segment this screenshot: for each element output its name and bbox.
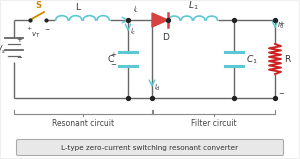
- Text: −: −: [110, 62, 116, 68]
- Text: −: −: [44, 26, 50, 31]
- Text: $V_s$: $V_s$: [0, 44, 6, 56]
- Text: L: L: [75, 3, 80, 12]
- Text: $L_1$: $L_1$: [188, 0, 198, 12]
- Text: $i_d$: $i_d$: [154, 83, 161, 93]
- Text: L-type zero-current switching resonant converter: L-type zero-current switching resonant c…: [61, 145, 239, 151]
- Text: D: D: [163, 33, 170, 42]
- Text: −: −: [278, 91, 284, 97]
- Polygon shape: [152, 13, 168, 27]
- Text: $i_c$: $i_c$: [130, 27, 136, 37]
- Text: +: +: [26, 26, 32, 31]
- Text: +: +: [278, 21, 284, 27]
- Text: $I_0$: $I_0$: [277, 21, 284, 31]
- Text: +: +: [16, 37, 22, 43]
- Text: −: −: [16, 55, 22, 61]
- Text: $i_L$: $i_L$: [133, 5, 140, 15]
- Text: R: R: [284, 55, 290, 63]
- FancyBboxPatch shape: [16, 139, 283, 156]
- Text: S: S: [35, 1, 41, 10]
- Text: $v_T$: $v_T$: [31, 31, 41, 40]
- Text: Filter circuit: Filter circuit: [191, 119, 237, 128]
- Text: C: C: [108, 55, 114, 65]
- Text: $C_1$: $C_1$: [246, 54, 258, 66]
- Text: Resonant circuit: Resonant circuit: [52, 119, 114, 128]
- Text: +: +: [110, 52, 116, 58]
